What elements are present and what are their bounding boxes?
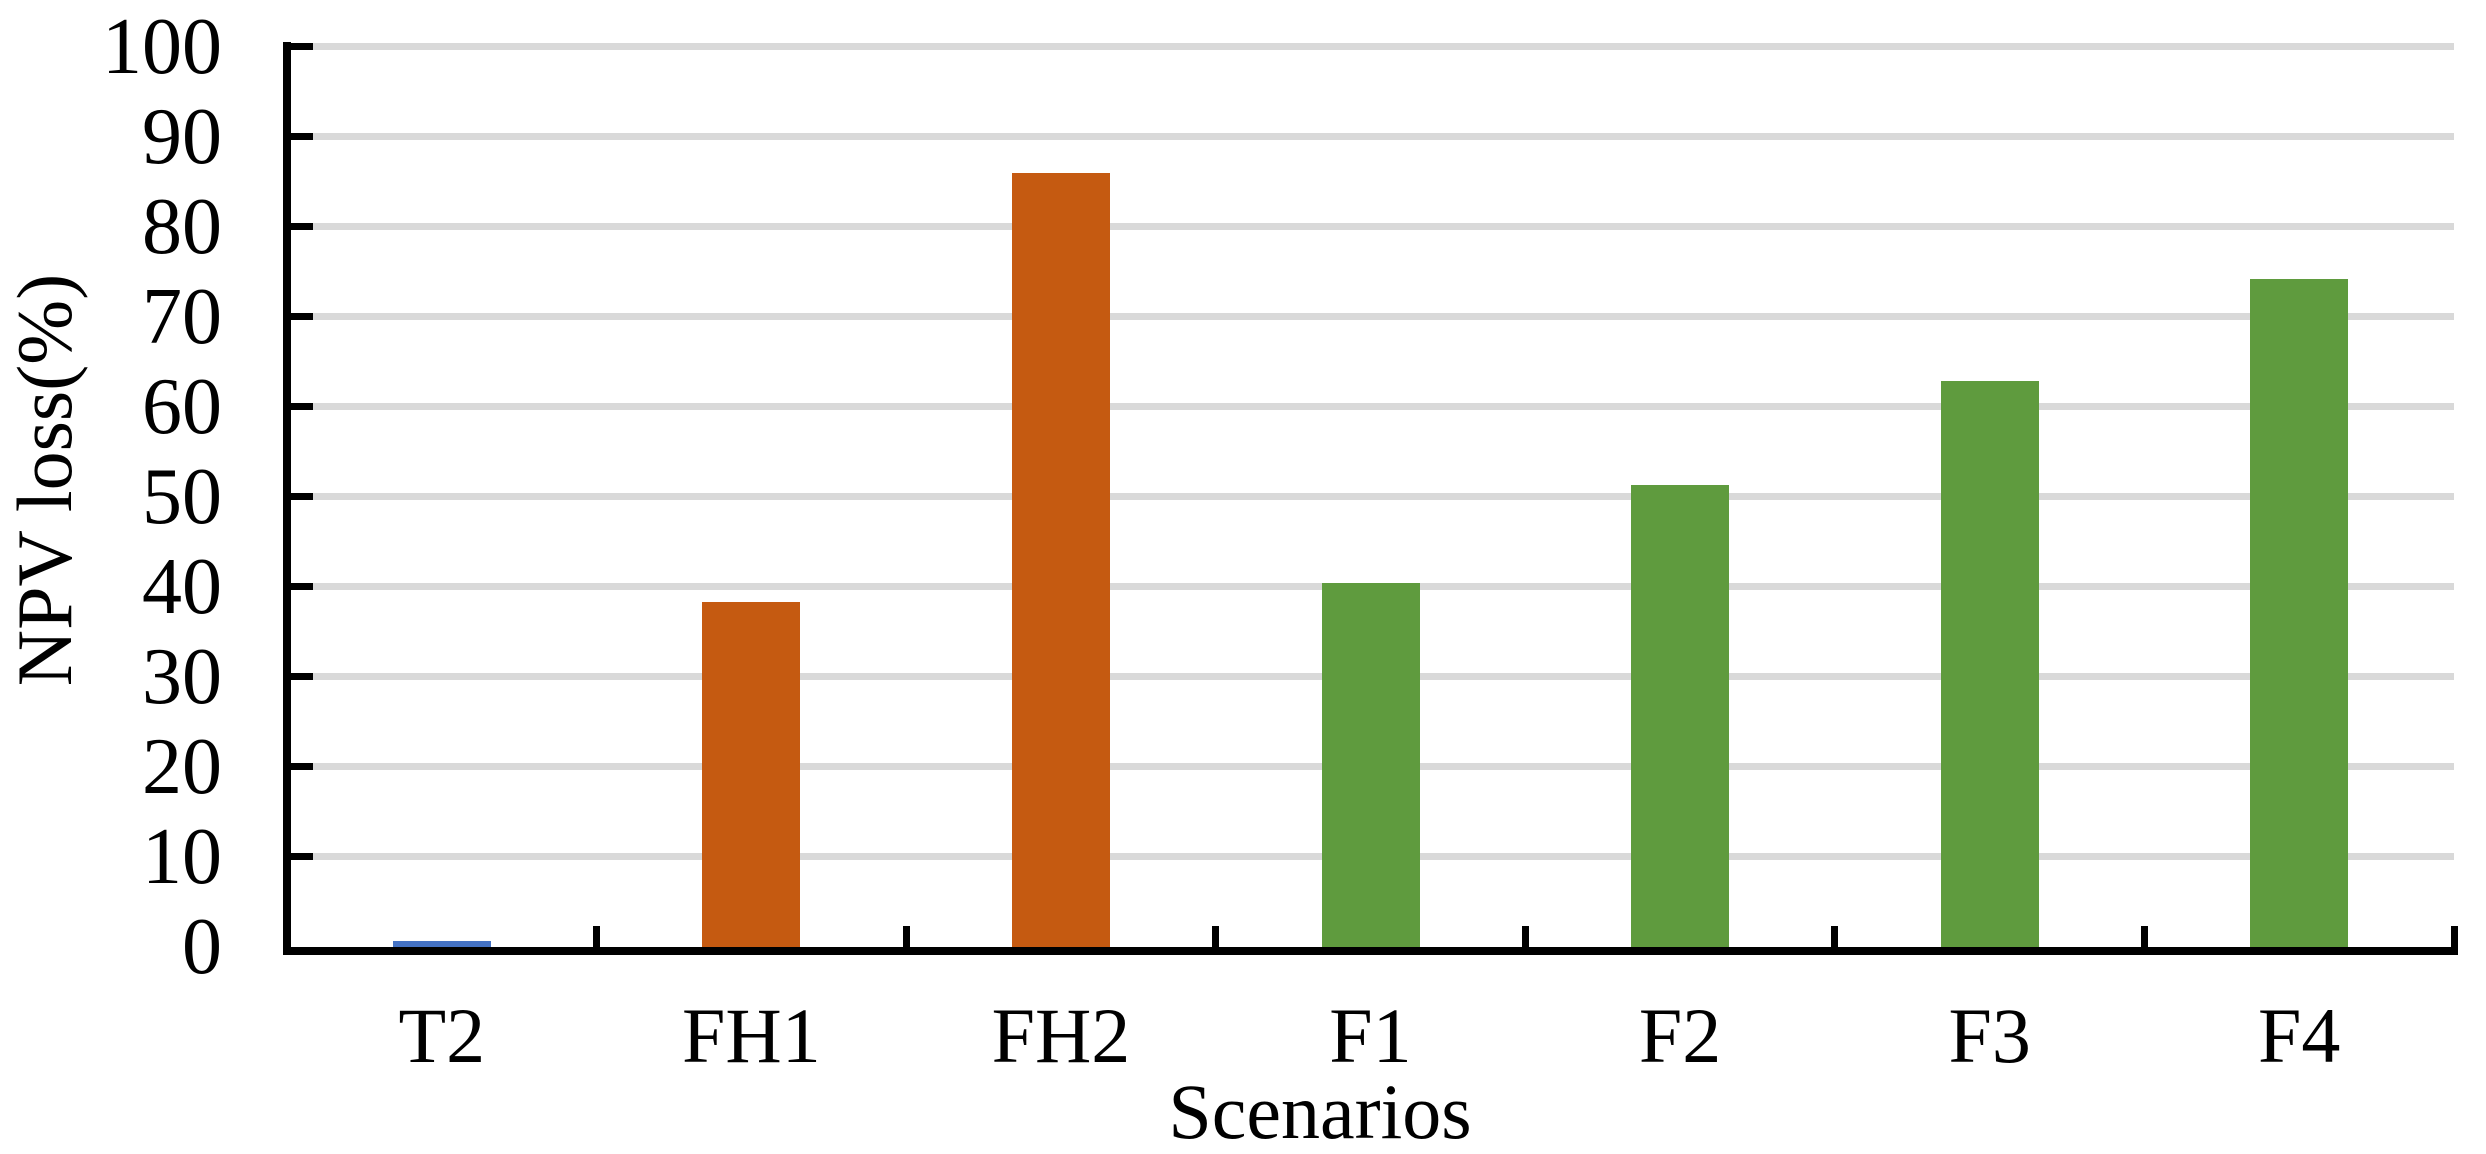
x-axis-tick-1 bbox=[593, 926, 601, 947]
x-tick-label-F4: F4 bbox=[2258, 992, 2341, 1079]
y-axis-tick-50 bbox=[287, 493, 313, 501]
x-axis-title: Scenarios bbox=[1168, 1068, 1472, 1154]
gridline-70 bbox=[287, 313, 2454, 321]
x-tick-label-T2: T2 bbox=[398, 992, 486, 1079]
bar-F4 bbox=[2250, 278, 2349, 947]
gridline-90 bbox=[287, 133, 2454, 141]
y-axis-tick-90 bbox=[287, 133, 313, 141]
y-axis-tick-100 bbox=[287, 43, 313, 50]
y-tick-label-50: 50 bbox=[142, 452, 222, 541]
y-axis-tick-40 bbox=[287, 583, 313, 591]
bar-F2 bbox=[1631, 485, 1730, 947]
x-tick-label-FH1: FH1 bbox=[681, 992, 821, 1079]
x-tick-label-F2: F2 bbox=[1638, 992, 1722, 1079]
y-axis-tick-10 bbox=[287, 853, 313, 861]
x-axis-tick-3 bbox=[1212, 926, 1220, 947]
y-tick-label-80: 80 bbox=[142, 182, 222, 271]
y-tick-label-30: 30 bbox=[142, 632, 222, 721]
y-tick-label-100: 100 bbox=[102, 2, 222, 91]
y-tick-label-60: 60 bbox=[142, 362, 222, 451]
bar-FH2 bbox=[1011, 173, 1110, 947]
bar-FH1 bbox=[702, 602, 801, 947]
y-tick-label-20: 20 bbox=[142, 722, 222, 811]
y-tick-label-0: 0 bbox=[182, 903, 222, 991]
gridline-60 bbox=[287, 403, 2454, 411]
bar-F3 bbox=[1940, 381, 2039, 947]
y-axis-tick-70 bbox=[287, 313, 313, 321]
y-axis-tick-30 bbox=[287, 673, 313, 681]
y-axis-tick-60 bbox=[287, 403, 313, 411]
y-tick-label-10: 10 bbox=[142, 812, 222, 901]
y-axis-tick-80 bbox=[287, 223, 313, 231]
x-axis-tick-4 bbox=[1521, 926, 1529, 947]
x-axis-tick-6 bbox=[2140, 926, 2148, 947]
x-tick-label-F1: F1 bbox=[1329, 992, 1412, 1079]
gridline-50 bbox=[287, 493, 2454, 501]
x-axis-tick-7 bbox=[2450, 926, 2458, 947]
x-tick-label-F3: F3 bbox=[1948, 992, 2031, 1079]
y-axis-line bbox=[283, 42, 291, 955]
y-tick-label-70: 70 bbox=[142, 272, 222, 361]
gridline-100 bbox=[287, 43, 2454, 50]
y-tick-label-40: 40 bbox=[142, 542, 222, 631]
y-axis-tick-20 bbox=[287, 763, 313, 771]
x-axis-line bbox=[283, 947, 2458, 955]
gridline-80 bbox=[287, 223, 2454, 231]
y-tick-label-90: 90 bbox=[142, 92, 222, 181]
bar-F1 bbox=[1321, 583, 1420, 947]
x-axis-tick-5 bbox=[1831, 926, 1839, 947]
bar-T2 bbox=[392, 940, 491, 947]
x-axis-tick-2 bbox=[902, 926, 910, 947]
x-tick-label-FH2: FH2 bbox=[991, 992, 1131, 1079]
